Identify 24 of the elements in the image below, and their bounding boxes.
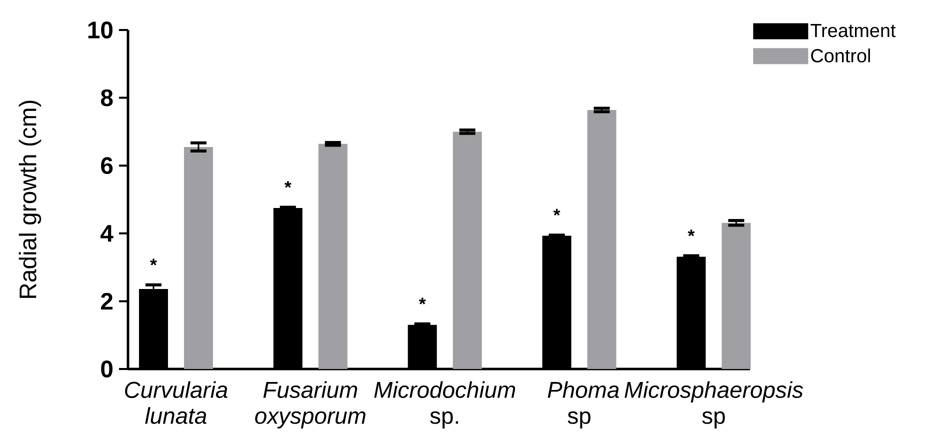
- x-tick-label: Fusarium oxysporum: [255, 381, 366, 428]
- bar: [587, 110, 616, 369]
- annotation: *: [284, 181, 292, 188]
- bar: [452, 132, 482, 369]
- y-axis-title: Radial growth (cm): [18, 100, 42, 298]
- annotation: *: [553, 208, 560, 216]
- y-tick-label: 6: [101, 157, 113, 174]
- x-tick-label: Curvularia lunata: [125, 381, 228, 424]
- bar: [184, 146, 213, 369]
- legend-label: Control: [811, 48, 870, 62]
- x-tick-label: Microdochium sp.: [374, 381, 516, 428]
- annotation: *: [688, 230, 695, 236]
- bar: [318, 144, 348, 369]
- y-tick-label: 2: [101, 292, 113, 310]
- legend-label: Treatment: [810, 24, 896, 38]
- annotation: *: [150, 258, 157, 266]
- x-tick-label: Phoma sp: [548, 381, 619, 428]
- y-tick-label: 0: [101, 360, 112, 378]
- y-tick-label: 4: [100, 225, 114, 242]
- y-tick-label: 8: [100, 89, 113, 106]
- y-tick-label: 10: [88, 22, 112, 38]
- annotation: *: [418, 298, 426, 304]
- bar: [722, 222, 751, 369]
- x-tick-label: Microsphaeropsis sp: [624, 381, 803, 428]
